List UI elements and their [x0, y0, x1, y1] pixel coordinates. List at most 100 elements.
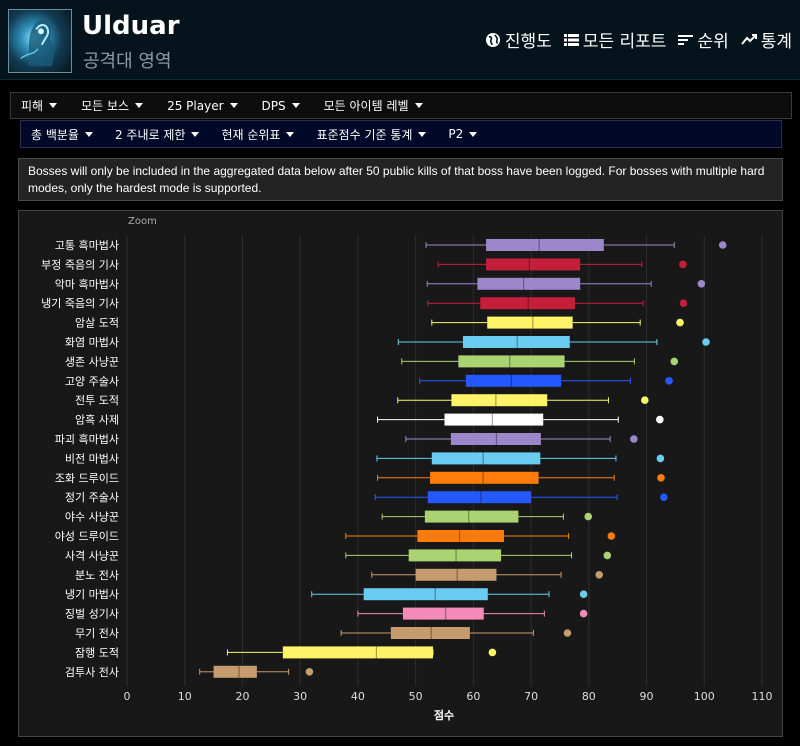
box: [415, 568, 497, 581]
chevron-down-icon: [229, 103, 238, 108]
list-icon: [563, 34, 579, 46]
nav-statistics-label: 통계: [760, 32, 792, 52]
x-tick-label: 30: [293, 690, 307, 703]
zone-image: [8, 9, 72, 73]
box: [424, 510, 519, 523]
outlier-point: [665, 377, 673, 385]
chevron-down-icon: [49, 103, 58, 108]
item-level-dropdown[interactable]: 모든 아이템 레벨: [324, 97, 423, 114]
outlier-point: [656, 454, 665, 463]
zoom-button[interactable]: Zoom: [128, 216, 157, 227]
outlier-point: [579, 609, 588, 618]
nav-all-reports-label: 모든 리포트: [582, 32, 667, 52]
y-category-label: 야성 드루이드: [55, 530, 119, 543]
secondary-filter-bar: 총 백분율 2 주내로 제한 현재 순위표 표준점수 기준 통계 P2: [20, 120, 782, 148]
chevron-down-icon: [135, 103, 144, 108]
difficulty-dropdown[interactable]: 25 Player: [167, 99, 238, 113]
boss-dropdown[interactable]: 모든 보스: [81, 97, 144, 114]
box: [450, 433, 541, 445]
stat-basis-dropdown-label: 표준점수 기준 통계: [316, 127, 413, 142]
outlier-point: [305, 668, 314, 676]
box: [417, 530, 504, 542]
x-tick-label: 70: [524, 690, 538, 703]
box: [430, 471, 539, 484]
outlier-point: [697, 280, 706, 288]
outlier-point: [679, 260, 687, 269]
y-category-label: 조화 드루이드: [55, 472, 119, 485]
x-tick-label: 0: [124, 690, 131, 703]
primary-filter-bar: 피해 모든 보스 25 Player DPS 모든 아이템 레벨: [10, 92, 792, 119]
x-tick-label: 90: [640, 690, 654, 703]
role-dropdown[interactable]: DPS: [262, 99, 300, 113]
outlier-point: [718, 241, 727, 249]
x-tick-label: 50: [409, 690, 423, 703]
x-tick-label: 40: [351, 690, 365, 703]
nav-rankings[interactable]: 순위: [678, 27, 729, 52]
box: [458, 355, 565, 368]
box: [465, 374, 562, 387]
outlier-point: [607, 532, 616, 540]
nav-statistics[interactable]: 통계: [740, 27, 792, 52]
nav-progress[interactable]: 진행도: [485, 27, 552, 52]
box: [282, 646, 433, 659]
box: [402, 607, 484, 620]
box: [408, 549, 502, 562]
box: [486, 258, 581, 271]
outlier-point: [603, 551, 612, 560]
box: [431, 452, 541, 465]
box: [427, 491, 532, 504]
nav-rankings-label: 순위: [697, 32, 729, 52]
outlier-point: [563, 629, 572, 637]
x-tick-label: 110: [752, 690, 773, 703]
percentile-dropdown-label: 총 백분율: [31, 127, 79, 142]
outlier-point: [595, 571, 604, 579]
box: [390, 627, 470, 639]
leaderboard-dropdown[interactable]: 현재 순위표: [221, 126, 295, 143]
y-category-label: 징벌 성기사: [65, 608, 119, 621]
outlier-point: [656, 415, 664, 424]
timeframe-dropdown-label: 2 주내로 제한: [114, 127, 186, 142]
percentile-dropdown[interactable]: 총 백분율: [31, 126, 93, 143]
y-category-label: 전투 도적: [75, 394, 119, 407]
y-category-label: 부정 죽음의 기사: [41, 258, 119, 271]
y-category-label: 잠행 도적: [75, 646, 119, 659]
x-tick-label: 100: [694, 690, 715, 703]
box: [451, 394, 548, 407]
chevron-down-icon: [414, 103, 423, 108]
chevron-down-icon: [286, 131, 295, 137]
outlier-point: [630, 435, 638, 443]
nav-all-reports[interactable]: 모든 리포트: [563, 27, 667, 52]
outlier-point: [488, 648, 497, 657]
chevron-down-icon: [469, 131, 478, 137]
phase-dropdown[interactable]: P2: [448, 127, 478, 141]
globe-icon: [485, 32, 500, 47]
y-category-label: 야수 사냥꾼: [65, 511, 119, 524]
metric-dropdown-label: 피해: [21, 99, 44, 113]
stat-basis-dropdown[interactable]: 표준점수 기준 통계: [316, 126, 427, 143]
trend-icon: [740, 34, 757, 45]
box: [444, 413, 544, 426]
timeframe-dropdown[interactable]: 2 주내로 제한: [114, 126, 200, 143]
role-dropdown-label: DPS: [261, 98, 286, 113]
outlier-point: [641, 396, 649, 405]
box: [486, 239, 604, 251]
box: [487, 316, 573, 329]
boss-dropdown-label: 모든 보스: [81, 99, 130, 113]
outlier-point: [679, 299, 688, 308]
outlier-point: [676, 318, 684, 327]
box: [477, 277, 581, 290]
box: [480, 297, 575, 310]
y-category-label: 냉기 마법사: [65, 588, 119, 601]
outlier-point: [657, 474, 665, 482]
outlier-point: [702, 338, 710, 346]
zone-subtitle: 공격대 영역: [83, 51, 172, 72]
y-category-label: 고통 흑마법사: [55, 238, 119, 252]
header-nav: 진행도 모든 리포트 순위 통계: [485, 27, 792, 52]
x-tick-label: 80: [582, 690, 596, 703]
x-tick-label: 20: [235, 690, 249, 703]
y-category-label: 고양 주술사: [65, 375, 119, 388]
chevron-down-icon: [418, 131, 427, 137]
outlier-point: [584, 512, 593, 521]
metric-dropdown[interactable]: 피해: [21, 97, 58, 114]
